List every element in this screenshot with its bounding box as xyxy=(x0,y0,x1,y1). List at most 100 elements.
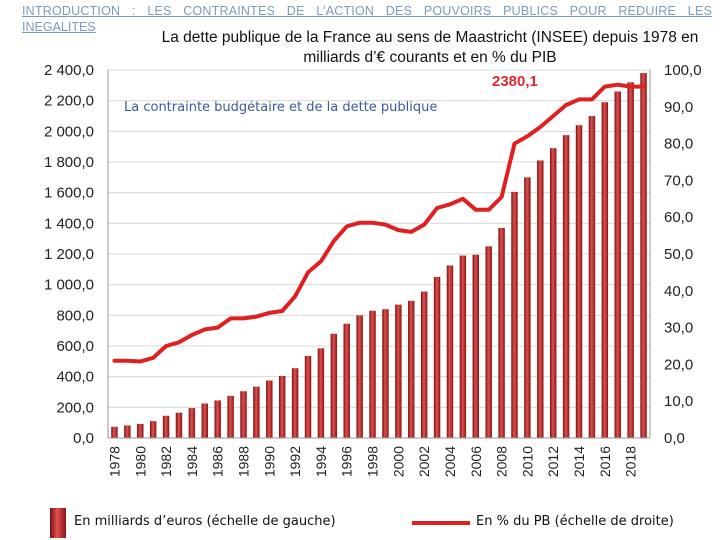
debt-bar xyxy=(369,310,376,438)
y-right-tick-label: 50,0 xyxy=(664,246,693,263)
debt-bar xyxy=(408,300,415,438)
legend-line-label: En % du PB (échelle de droite) xyxy=(476,514,674,529)
debt-bar xyxy=(537,160,544,438)
debt-bar xyxy=(291,368,299,438)
x-tick-label: 1994 xyxy=(313,446,329,477)
debt-bar xyxy=(304,355,312,438)
debt-bar xyxy=(253,386,260,438)
x-tick-label: 1982 xyxy=(158,446,174,477)
y-left-tick-label: 800,0 xyxy=(56,307,94,324)
debt-bar xyxy=(278,375,286,438)
debt-bar xyxy=(588,116,596,438)
y-left-tick-label: 2 400,0 xyxy=(44,62,94,79)
y-left-tick-label: 400,0 xyxy=(56,369,94,386)
last-value-callout: 2380,1 xyxy=(492,73,538,90)
y-right-tick-label: 100,0 xyxy=(664,62,702,79)
legend-bars-label: En milliards d’euros (échelle de gauche) xyxy=(74,514,336,529)
debt-bar xyxy=(137,423,144,438)
debt-bar xyxy=(124,425,131,438)
debt-bar xyxy=(420,291,428,438)
debt-bar xyxy=(485,246,492,438)
debt-bar xyxy=(640,73,647,438)
debt-bar xyxy=(614,91,621,438)
page-header-continued: INEGALITES xyxy=(22,20,96,34)
y-right-tick-label: 0,0 xyxy=(664,430,685,447)
debt-bar xyxy=(201,403,209,438)
debt-bar xyxy=(549,148,557,438)
x-tick-label: 1984 xyxy=(184,446,200,477)
debt-bar xyxy=(175,412,183,438)
x-tick-label: 2014 xyxy=(571,446,587,477)
debt-ratio-line xyxy=(112,82,646,364)
x-tick-label: 1998 xyxy=(365,446,381,477)
y-left-tick-label: 1 800,0 xyxy=(44,154,94,171)
y-left-tick-label: 200,0 xyxy=(56,399,94,416)
debt-bar xyxy=(627,82,634,439)
y-right-tick-label: 40,0 xyxy=(664,283,693,300)
debt-bar xyxy=(188,408,196,438)
debt-bar xyxy=(433,277,441,438)
debt-bar xyxy=(524,177,531,439)
chart-axes xyxy=(107,70,651,439)
y-right-tick-label: 90,0 xyxy=(664,99,693,116)
x-tick-label: 2006 xyxy=(468,446,484,477)
y-right-tick-label: 80,0 xyxy=(664,136,693,153)
debt-bar xyxy=(111,426,118,438)
debt-bar xyxy=(562,135,570,438)
x-tick-label: 1988 xyxy=(236,446,252,477)
debt-bar xyxy=(446,265,454,438)
x-tick-label: 2012 xyxy=(545,446,561,477)
debt-bar xyxy=(575,125,583,438)
y-right-tick-label: 20,0 xyxy=(664,356,693,373)
debt-bar xyxy=(498,227,505,438)
legend-bar-swatch xyxy=(50,508,66,538)
y-left-tick-label: 1 400,0 xyxy=(44,215,94,232)
chart-subtitle: La contrainte budgétaire et de la dette … xyxy=(124,100,438,115)
debt-ratio-line-path xyxy=(112,82,646,364)
x-tick-label: 2016 xyxy=(597,446,613,477)
x-tick-label: 2008 xyxy=(494,446,510,477)
x-tick-label: 1990 xyxy=(261,446,277,477)
debt-bar xyxy=(227,395,234,438)
legend-marks xyxy=(50,508,470,538)
debt-bar xyxy=(343,323,350,438)
page-header: INTRODUCTION : LES CONTRAINTES DE L’ACTI… xyxy=(22,4,712,18)
debt-bar xyxy=(162,415,170,438)
chart-title: La dette publique de la France au sens d… xyxy=(161,29,699,66)
x-tick-label: 1996 xyxy=(339,446,355,477)
debt-bar xyxy=(459,255,467,438)
y-left-tick-label: 0,0 xyxy=(73,430,94,447)
y-right-tick-label: 30,0 xyxy=(664,320,693,337)
x-tick-label: 1978 xyxy=(106,446,122,477)
y-right-tick-label: 60,0 xyxy=(664,209,693,226)
debt-bars xyxy=(111,73,647,439)
y-left-tick-label: 2 000,0 xyxy=(44,123,94,140)
debt-bar xyxy=(601,102,609,438)
debt-bar xyxy=(240,391,247,438)
x-tick-label: 1992 xyxy=(287,446,303,477)
debt-bar xyxy=(356,315,363,438)
x-tick-label: 2010 xyxy=(519,446,535,477)
x-tick-label: 1986 xyxy=(210,446,226,477)
x-tick-label: 1980 xyxy=(132,446,148,477)
debt-bar xyxy=(472,254,480,438)
debt-bar xyxy=(214,400,221,438)
y-right-tick-label: 10,0 xyxy=(664,393,693,410)
y-left-tick-label: 1 200,0 xyxy=(44,246,94,263)
y-left-tick-label: 1 000,0 xyxy=(44,277,94,294)
debt-bar xyxy=(511,191,518,438)
y-left-tick-label: 1 600,0 xyxy=(44,185,94,202)
x-tick-label: 2000 xyxy=(390,446,406,477)
y-right-tick-label: 70,0 xyxy=(664,172,693,189)
debt-bar xyxy=(317,348,325,438)
debt-bar xyxy=(266,380,273,438)
x-tick-label: 2018 xyxy=(623,446,639,477)
chart-tick-labels: 0,0 200,0 400,0 600,0 800,0 1 000,0 1 200,0 1 4… xyxy=(44,62,702,477)
debt-bar xyxy=(395,304,402,438)
debt-bar xyxy=(330,333,338,438)
x-tick-label: 2002 xyxy=(416,446,432,477)
debt-bar xyxy=(382,309,389,438)
x-tick-label: 2004 xyxy=(442,446,458,477)
debt-bar xyxy=(149,421,157,438)
